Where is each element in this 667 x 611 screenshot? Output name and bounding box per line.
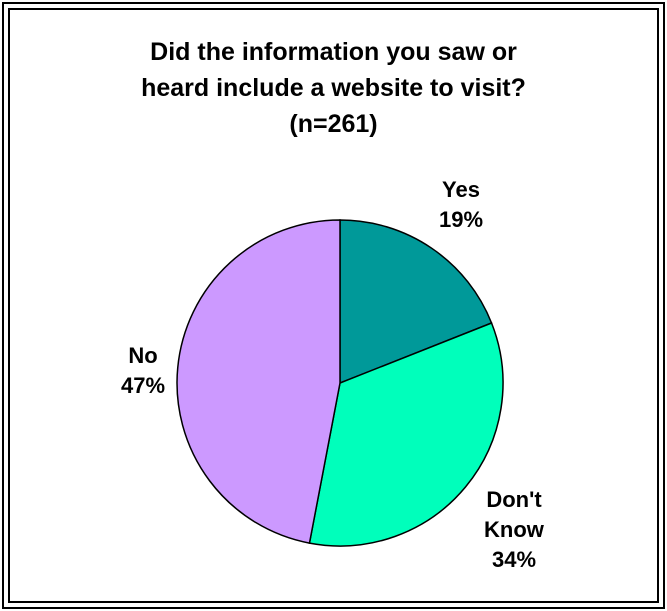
pie-slice-don-t-know xyxy=(308,322,504,547)
pie-label-yes-value: 19% xyxy=(439,207,483,232)
chart-frame-inner xyxy=(8,8,659,603)
pie-slice-yes xyxy=(339,219,493,385)
pie-labels: Yes 19% Don't Know 34% No 47% xyxy=(121,177,545,572)
pie-slice-no xyxy=(176,219,341,544)
pie-label-don-t-know-value: 34% xyxy=(492,547,536,572)
pie-label-no-value: 47% xyxy=(121,373,165,398)
pie-slices xyxy=(176,219,504,547)
pie-label-no-name: No xyxy=(128,343,157,368)
pie-label-don-t-know-name: Know xyxy=(484,517,545,542)
chart-title-line-2: heard include a website to visit? xyxy=(141,74,526,102)
pie-label-yes-name: Yes xyxy=(442,177,480,202)
chart-title: Did the information you saw or heard inc… xyxy=(0,34,667,142)
chart-title-line-3: (n=261) xyxy=(289,110,378,138)
pie-label-don-t-know-name: Don't xyxy=(486,487,542,512)
chart-title-line-1: Did the information you saw or xyxy=(150,38,517,66)
